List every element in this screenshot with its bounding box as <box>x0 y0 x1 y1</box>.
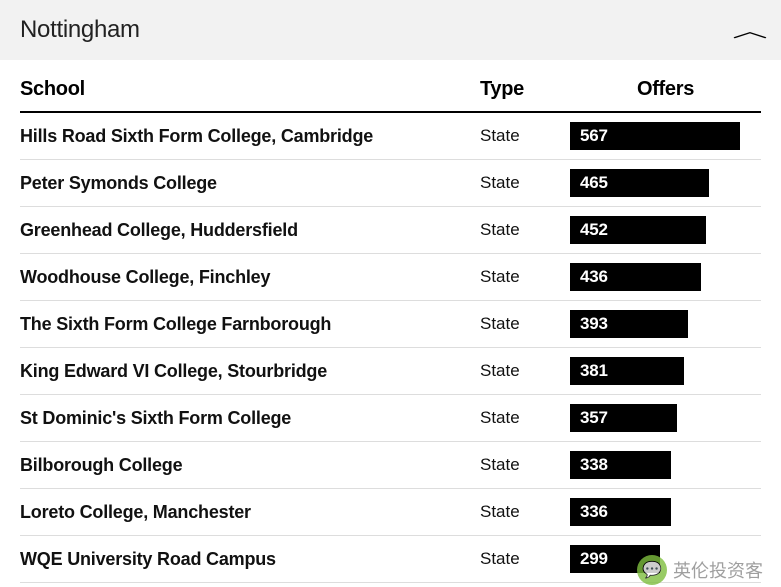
cell-offers: 567 <box>570 122 761 150</box>
cell-offers: 357 <box>570 404 761 432</box>
table-row: Loreto College, ManchesterState336 <box>20 489 761 536</box>
cell-type: State <box>480 502 570 522</box>
cell-type: State <box>480 267 570 287</box>
cell-offers: 338 <box>570 451 761 479</box>
offers-bar: 357 <box>570 404 677 432</box>
wechat-icon: 💬 <box>637 555 667 585</box>
table-row: Hills Road Sixth Form College, Cambridge… <box>20 113 761 160</box>
cell-type: State <box>480 455 570 475</box>
table-header-row: School Type Offers <box>20 78 761 113</box>
accordion-title: Nottingham <box>20 16 140 44</box>
cell-school: St Dominic's Sixth Form College <box>20 408 480 429</box>
offers-bar: 336 <box>570 498 671 526</box>
offers-bar: 567 <box>570 122 740 150</box>
offers-bar: 381 <box>570 357 684 385</box>
cell-type: State <box>480 549 570 569</box>
cell-type: State <box>480 220 570 240</box>
cell-school: WQE University Road Campus <box>20 549 480 570</box>
cell-offers: 452 <box>570 216 761 244</box>
column-header-offers[interactable]: Offers <box>570 78 761 101</box>
table-row: Woodhouse College, FinchleyState436 <box>20 254 761 301</box>
cell-offers: 436 <box>570 263 761 291</box>
table-row: The Sixth Form College FarnboroughState3… <box>20 301 761 348</box>
table-row: Bilborough CollegeState338 <box>20 442 761 489</box>
offers-bar: 436 <box>570 263 701 291</box>
cell-school: Greenhead College, Huddersfield <box>20 220 480 241</box>
table-row: Greenhead College, HuddersfieldState452 <box>20 207 761 254</box>
chevron-up-icon: ︿ <box>732 17 767 43</box>
cell-school: King Edward VI College, Stourbridge <box>20 361 480 382</box>
offers-bar: 452 <box>570 216 706 244</box>
column-header-type[interactable]: Type <box>480 78 570 101</box>
cell-type: State <box>480 126 570 146</box>
cell-offers: 465 <box>570 169 761 197</box>
cell-school: Bilborough College <box>20 455 480 476</box>
cell-school: Hills Road Sixth Form College, Cambridge <box>20 126 480 147</box>
offers-bar: 338 <box>570 451 671 479</box>
offers-bar: 393 <box>570 310 688 338</box>
table-row: Peter Symonds CollegeState465 <box>20 160 761 207</box>
accordion-header[interactable]: Nottingham ︿ <box>0 0 781 60</box>
table-row: King Edward VI College, StourbridgeState… <box>20 348 761 395</box>
table-row: St Dominic's Sixth Form CollegeState357 <box>20 395 761 442</box>
watermark: 💬 英伦投资客 <box>637 555 763 585</box>
column-header-school[interactable]: School <box>20 78 480 101</box>
cell-school: Peter Symonds College <box>20 173 480 194</box>
cell-offers: 336 <box>570 498 761 526</box>
cell-offers: 381 <box>570 357 761 385</box>
cell-type: State <box>480 314 570 334</box>
speech-bubble-icon: 💬 <box>642 560 662 580</box>
schools-table: School Type Offers Hills Road Sixth Form… <box>0 60 781 583</box>
offers-bar: 465 <box>570 169 709 197</box>
table-body: Hills Road Sixth Form College, Cambridge… <box>20 113 761 583</box>
cell-type: State <box>480 361 570 381</box>
cell-offers: 393 <box>570 310 761 338</box>
watermark-text: 英伦投资客 <box>673 557 763 583</box>
cell-school: Loreto College, Manchester <box>20 502 480 523</box>
cell-school: The Sixth Form College Farnborough <box>20 314 480 335</box>
cell-school: Woodhouse College, Finchley <box>20 267 480 288</box>
cell-type: State <box>480 408 570 428</box>
cell-type: State <box>480 173 570 193</box>
